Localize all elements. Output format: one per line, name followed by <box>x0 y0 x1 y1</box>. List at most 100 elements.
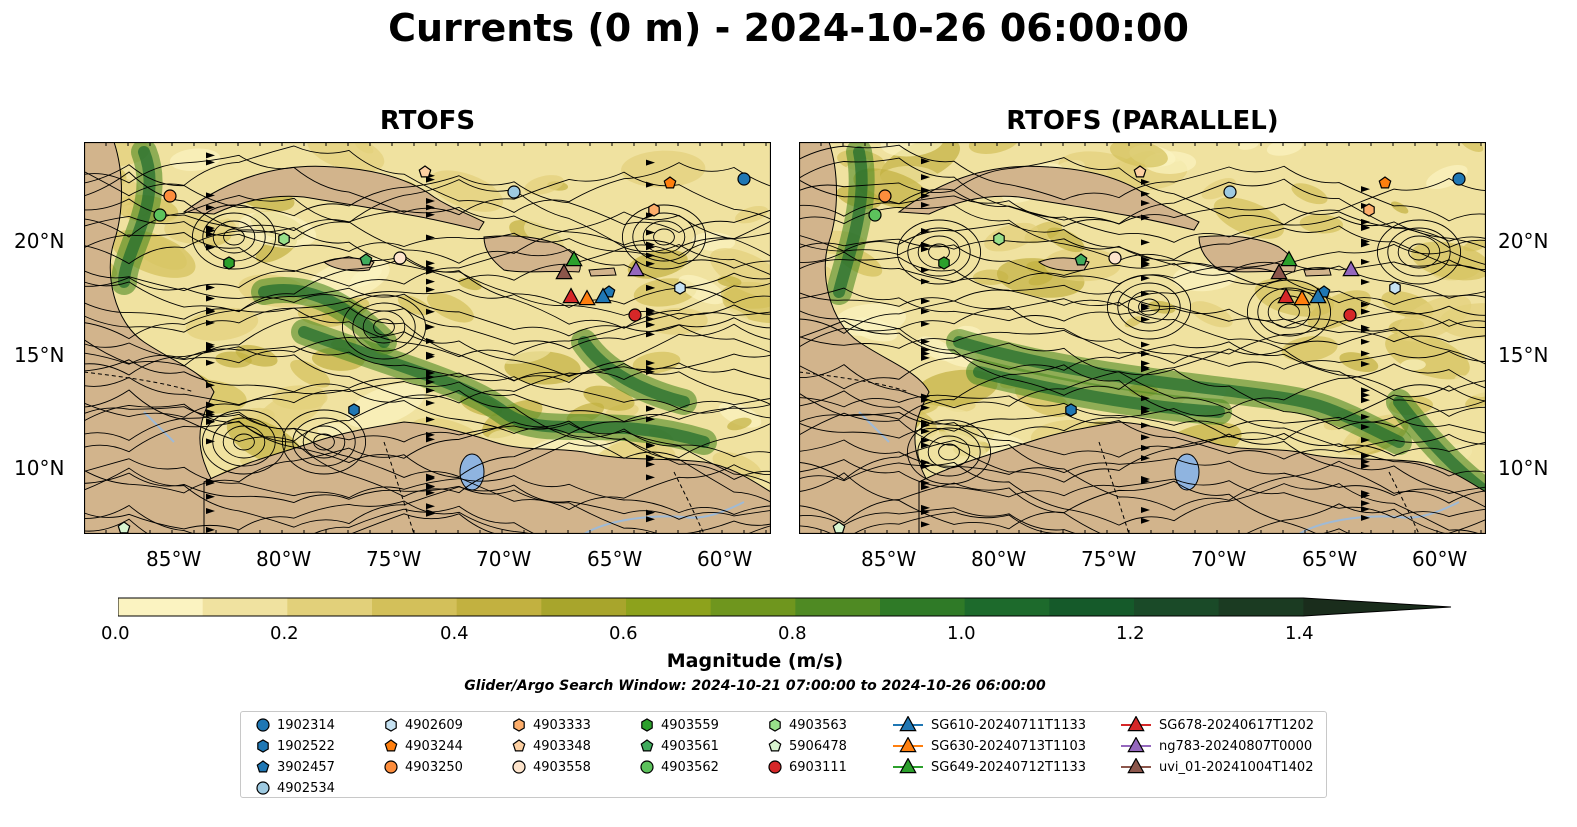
colorbar-segment <box>880 598 966 616</box>
marker-4903563 <box>993 232 1005 246</box>
marker-4903348 <box>1133 165 1147 178</box>
colorbar-segment <box>710 598 796 616</box>
streamline-arrow <box>426 308 435 315</box>
streamline-arrow <box>921 266 930 273</box>
legend-label: SG630-20240713T1103 <box>931 738 1087 754</box>
lat-tick-right: 10°N <box>1498 456 1549 480</box>
streamline <box>84 500 771 534</box>
land-cuba <box>897 165 1200 231</box>
marker-ng783-20240807T0000 <box>627 260 645 277</box>
current-field-rtofs-parallel <box>799 142 1486 534</box>
river <box>143 411 175 443</box>
legend-label: 4903559 <box>661 717 719 733</box>
streamline-arrow <box>1141 478 1150 485</box>
legend-item: SG630-20240713T1103 <box>891 736 1086 756</box>
streamline-arrow <box>426 489 435 496</box>
streamline <box>799 364 1486 430</box>
streamline-arrow <box>426 387 435 394</box>
eddy-streamline <box>1246 279 1332 345</box>
legend-label: 5906478 <box>789 738 847 754</box>
streamline <box>799 412 1486 460</box>
legend-swatch-triangle-icon <box>893 737 923 753</box>
streamline <box>799 298 1486 351</box>
legend-swatch-circle-icon <box>768 760 782 774</box>
marker-4902609 <box>674 281 686 295</box>
eddy-streamline <box>212 417 276 467</box>
streamline <box>84 145 771 213</box>
streamline-arrow <box>646 368 655 375</box>
legend-label: uvi_01-20241004T1402 <box>1159 759 1314 775</box>
eddy-streamline <box>896 219 982 285</box>
eddy-streamline <box>938 443 960 461</box>
lat-tick-left: 10°N <box>14 456 65 480</box>
legend-label: 1902522 <box>277 738 335 754</box>
marker-5906478 <box>832 521 846 534</box>
magnitude-patch <box>722 284 771 324</box>
lon-tick-right: 75°W <box>1081 547 1137 571</box>
eddy-streamline <box>1106 274 1192 340</box>
streamline-arrow <box>1361 258 1370 265</box>
streamline <box>799 439 1486 496</box>
magnitude-patch <box>1109 142 1168 168</box>
river <box>1298 501 1460 534</box>
legend-item: 4903559 <box>639 715 719 735</box>
magnitude-patch <box>717 275 742 287</box>
streamline-arrow <box>1141 190 1150 197</box>
streamline-arrow <box>1141 366 1150 373</box>
legend-swatch-pentagon-icon <box>384 739 398 752</box>
lon-tick-right: 60°W <box>1412 547 1468 571</box>
eddy-streamline <box>653 228 675 246</box>
streamline-arrow <box>1141 239 1150 246</box>
streamline-arrow <box>1141 455 1150 462</box>
magnitude-patch <box>458 277 482 291</box>
streamline <box>799 342 1486 411</box>
marker-4903244 <box>1378 176 1392 189</box>
streamline-arrow <box>1361 360 1370 367</box>
map-panel-rtofs-parallel[interactable] <box>799 142 1486 534</box>
colorbar-segment <box>1218 598 1304 616</box>
streamline-arrow <box>206 227 215 234</box>
magnitude-patch <box>185 307 259 341</box>
marker-4903333 <box>1363 203 1375 217</box>
streamline <box>799 195 1486 249</box>
magnitude-patch <box>611 228 679 270</box>
magnitude-patch <box>1390 201 1409 214</box>
streamline <box>84 447 771 511</box>
magnitude-patch <box>1426 164 1468 190</box>
streamline-arrow <box>1361 224 1370 231</box>
marker-4903559 <box>223 256 235 270</box>
streamline <box>84 227 771 283</box>
legend-swatch-triangle-icon <box>893 758 923 774</box>
streamline <box>799 329 1486 370</box>
streamline <box>799 320 1486 392</box>
streamline <box>84 345 771 382</box>
streamline <box>799 461 1481 534</box>
marker-4903250 <box>163 189 177 203</box>
streamline-arrow <box>426 234 435 241</box>
streamline-arrow <box>646 516 655 523</box>
magnitude-patch <box>1400 359 1426 371</box>
marker-4903558 <box>1108 251 1122 265</box>
streamline-arrow <box>1141 214 1150 221</box>
streamline-arrow <box>1361 387 1370 394</box>
map-panel-rtofs[interactable] <box>84 142 771 534</box>
streamline-arrow <box>1361 350 1370 357</box>
streamline-arrow <box>1361 423 1370 430</box>
streamline-arrow <box>426 323 435 330</box>
legend-item: SG678-20240617T1202 <box>1119 715 1314 735</box>
marker-SG678-20240617T1202 <box>562 287 580 304</box>
streamline-arrow <box>206 319 215 326</box>
streamline <box>799 251 1486 306</box>
streamline-arrow <box>646 442 655 449</box>
streamline-arrow <box>206 382 215 389</box>
eddy-streamline <box>373 318 395 336</box>
eddy-streamline <box>1408 243 1430 261</box>
colorbar <box>118 597 1452 617</box>
streamline <box>84 171 771 257</box>
streamline-arrow <box>646 260 655 267</box>
colorbar-tick: 0.4 <box>440 623 469 644</box>
legend-label: 4903561 <box>661 738 719 754</box>
map-frame <box>84 142 771 534</box>
legend-item: 4903563 <box>767 715 847 735</box>
legend-swatch-triangle-icon <box>1121 758 1151 774</box>
